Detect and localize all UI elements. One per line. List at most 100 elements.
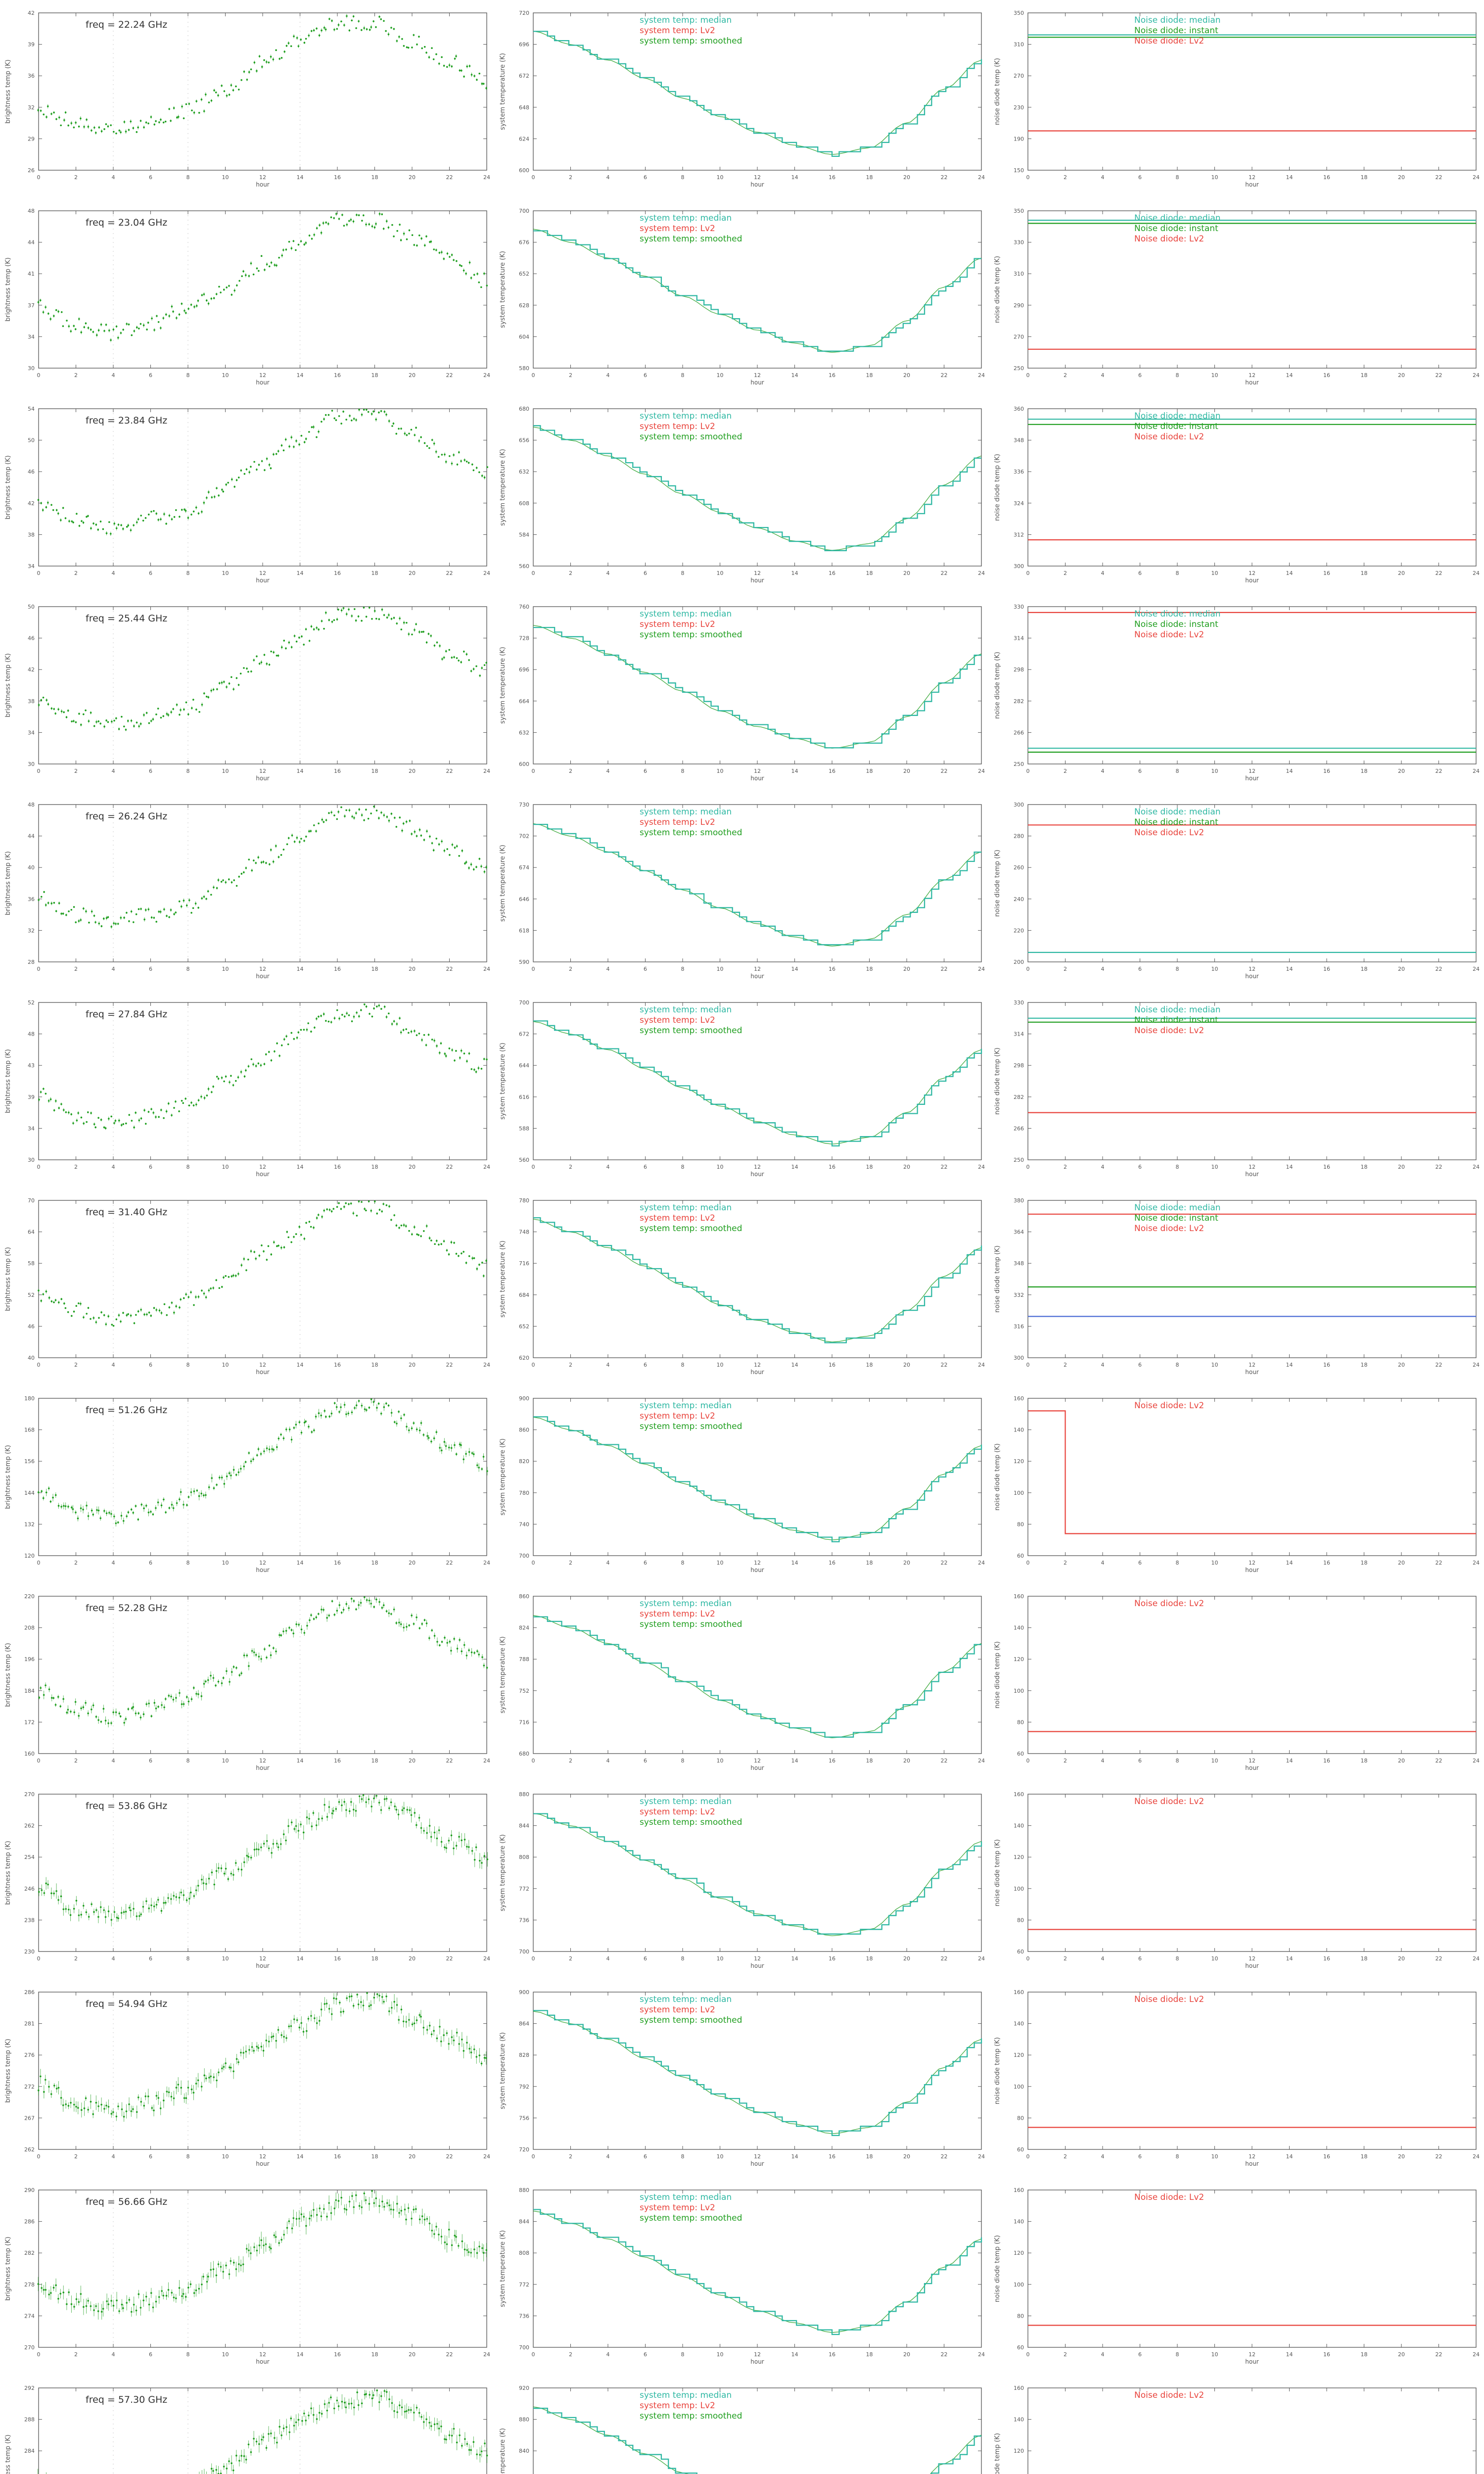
y-tick-label: 46 [28, 469, 35, 475]
x-tick-label: 22 [1436, 570, 1442, 576]
x-tick-label: 8 [681, 1164, 685, 1170]
x-axis-label: hour [1245, 2160, 1259, 2167]
x-tick-label: 6 [644, 174, 647, 181]
right-y-axis-label: noise diode temp (K) [994, 1443, 1001, 1511]
y-tick-label: 120 [1014, 2448, 1024, 2454]
mid-y-axis-label: system temperature (K) [499, 1834, 507, 1911]
y-tick-label: 350 [1014, 10, 1024, 16]
y-tick-label: 646 [519, 896, 529, 903]
series [37, 2190, 488, 2320]
chart-mid-row-11: 0 2 4 6 8 10 12 14 16 18 20 22 24 720 756 792 828 864 900 s… [495, 1979, 989, 2177]
x-tick-label: 14 [791, 1362, 798, 1368]
x-tick-label: 4 [1101, 372, 1105, 379]
x-axis-label: hour [750, 1567, 764, 1573]
y-tick-label: 696 [519, 42, 529, 48]
legend-item: Noise diode: Lv2 [1134, 1026, 1204, 1036]
x-tick-label: 12 [1249, 174, 1255, 181]
x-tick-label: 22 [446, 2351, 453, 2358]
y-tick-label: 324 [1014, 500, 1024, 507]
plot-row-11: 0 2 4 6 8 10 12 14 16 18 20 22 24 262 267 272 276 281 286 b… [0, 1979, 1484, 2177]
axes: 024681012141618202224272276280284288292 [24, 2385, 487, 2474]
x-tick-label: 6 [1138, 1362, 1142, 1368]
y-tick-label: 274 [24, 2313, 35, 2319]
x-tick-label: 0 [37, 1955, 41, 1962]
chart-right-row-6: 0 2 4 6 8 10 12 14 16 18 20 22 24 250 266 282 298 314 330 n… [989, 990, 1484, 1188]
x-tick-label: 2 [74, 570, 78, 576]
x-tick-label: 20 [409, 1955, 416, 1962]
x-tick-label: 0 [37, 768, 41, 774]
x-tick-label: 12 [259, 966, 266, 972]
y-tick-label: 44 [28, 239, 35, 246]
chart-left-row-9: 0 2 4 6 8 10 12 14 16 18 20 22 24 160 172 184 196 208 220 b… [0, 1583, 495, 1781]
mid-plot-svg: 0 2 4 6 8 10 12 14 16 18 20 22 24560588616644672700s… [499, 999, 985, 1178]
x-tick-label: 18 [866, 570, 873, 576]
left-y-axis-label: brightness temp (K) [4, 1247, 12, 1311]
chart-right-row-8: 0 2 4 6 8 10 12 14 16 18 20 22 24 60 80 100 120 140 160 noi… [989, 1385, 1484, 1583]
freq-title: freq = 31.40 GHz [86, 1207, 167, 1218]
y-tick-label: 250 [1014, 365, 1024, 372]
x-tick-label: 22 [941, 372, 948, 379]
x-tick-label: 20 [409, 768, 416, 774]
x-tick-label: 18 [866, 1362, 873, 1368]
x-tick-label: 24 [978, 1164, 985, 1170]
left-y-axis-label: brightness temp (K) [4, 1841, 12, 1905]
x-tick-label: 8 [1176, 1164, 1179, 1170]
x-tick-label: 8 [681, 372, 685, 379]
chart-mid-row-10: 0 2 4 6 8 10 12 14 16 18 20 22 24 700 736 772 808 844 880 s… [495, 1781, 989, 1979]
x-tick-label: 22 [1436, 1560, 1442, 1566]
series [37, 212, 488, 342]
x-tick-label: 0 [37, 1560, 41, 1566]
y-tick-label: 120 [1014, 2250, 1024, 2256]
x-tick-label: 22 [446, 1758, 453, 1764]
x-tick-label: 22 [941, 1560, 948, 1566]
x-tick-label: 14 [1286, 174, 1293, 181]
x-tick-label: 8 [186, 2351, 190, 2358]
x-tick-label: 20 [903, 768, 910, 774]
x-tick-label: 22 [941, 2351, 948, 2358]
x-tick-label: 4 [1101, 1560, 1105, 1566]
series [533, 1615, 982, 1738]
x-tick-label: 18 [866, 966, 873, 972]
x-tick-label: 16 [1323, 174, 1330, 181]
y-tick-label: 330 [1014, 999, 1024, 1006]
legend-item: system temp: median [640, 2192, 732, 2202]
y-tick-label: 624 [519, 136, 529, 142]
series [533, 31, 982, 157]
series [38, 1794, 489, 1927]
mid-plot-svg: 0 2 4 6 8 10 12 14 16 18 20 22 24560584608632656680s… [499, 406, 985, 584]
x-tick-label: 18 [1361, 174, 1368, 181]
y-tick-label: 808 [519, 1854, 529, 1860]
chart-mid-row-2: 0 2 4 6 8 10 12 14 16 18 20 22 24 580 604 628 652 676 700 s… [495, 198, 989, 396]
x-tick-label: 24 [978, 372, 985, 379]
y-tick-label: 250 [1014, 761, 1024, 767]
x-tick-label: 4 [606, 1758, 610, 1764]
x-tick-label: 24 [1473, 1758, 1480, 1764]
chart-mid-row-3: 0 2 4 6 8 10 12 14 16 18 20 22 24 560 584 608 632 656 680 s… [495, 396, 989, 594]
y-tick-label: 120 [1014, 1458, 1024, 1465]
x-tick-label: 22 [1436, 1955, 1442, 1962]
right-y-axis-label: noise diode temp (K) [994, 58, 1001, 125]
y-tick-label: 60 [1017, 1751, 1024, 1757]
x-tick-label: 20 [1398, 1955, 1405, 1962]
x-tick-label: 20 [1398, 966, 1405, 972]
chart-left-row-12: 0 2 4 6 8 10 12 14 16 18 20 22 24 270 274 278 282 286 290 b… [0, 2177, 495, 2375]
x-tick-label: 10 [222, 372, 229, 379]
chart-right-row-2: 0 2 4 6 8 10 12 14 16 18 20 22 24 250 270 290 310 330 350 n… [989, 198, 1484, 396]
plot-row-10: 0 2 4 6 8 10 12 14 16 18 20 22 24 230 238 246 254 262 270 b… [0, 1781, 1484, 1979]
x-tick-label: 22 [446, 372, 453, 379]
plot-row-8: 0 2 4 6 8 10 12 14 16 18 20 22 24 120 132 144 156 168 180 b… [0, 1385, 1484, 1583]
x-tick-label: 8 [186, 768, 190, 774]
x-tick-label: 22 [446, 966, 453, 972]
x-tick-label: 4 [606, 174, 610, 181]
x-tick-label: 24 [978, 1362, 985, 1368]
x-axis-label: hour [750, 379, 764, 386]
x-tick-label: 14 [1286, 2153, 1293, 2160]
y-tick-label: 80 [1017, 1719, 1024, 1725]
